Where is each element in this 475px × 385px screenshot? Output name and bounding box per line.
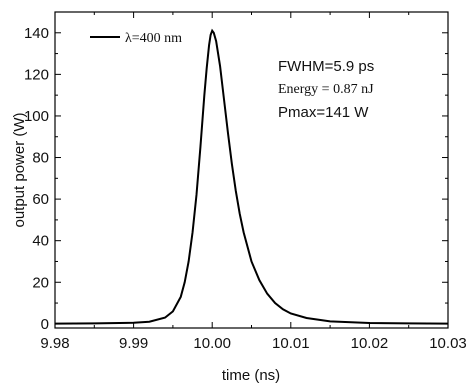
legend-label: λ=400 nm [125,31,182,46]
y-axis-title: output power (W) [11,112,28,227]
series-line [54,28,449,325]
x-tick-label: 9.99 [119,335,148,352]
x-tick-label: 10.02 [351,335,389,352]
annotation-pmax: Pmax=141 W [278,104,369,121]
x-axis-title: time (ns) [222,367,280,384]
y-tick-label: 60 [32,191,49,208]
annotation-fwhm: FWHM=5.9 ps [278,58,374,75]
legend: λ=400 nm [90,31,182,46]
x-tick-label: 9.98 [40,335,69,352]
y-tick-label: 100 [24,108,49,125]
y-tick-label: 120 [24,66,49,83]
x-tick-label: 10.03 [429,335,467,352]
y-tick-label: 0 [41,316,49,333]
annotation-energy: Energy = 0.87 nJ [278,82,374,97]
y-axis: 0 20 40 60 80 100 120 140 [24,25,448,333]
plot-frame [54,11,449,329]
y-tick-label: 80 [32,150,49,167]
x-tick-label: 10.01 [272,335,310,352]
x-tick-label: 10.00 [193,335,231,352]
y-tick-label: 20 [32,274,49,291]
x-axis: 9.98 9.99 10.00 10.01 10.02 10.03 [40,12,467,352]
plot-area [54,11,449,329]
y-tick-label: 40 [32,233,49,250]
y-tick-label: 140 [24,25,49,42]
